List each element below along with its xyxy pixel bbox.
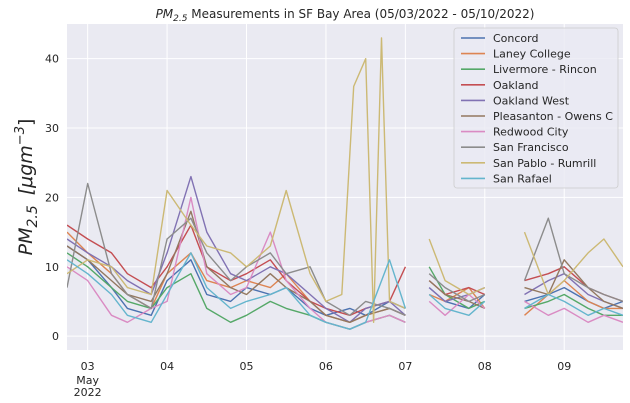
series-line	[67, 37, 623, 323]
x-tick-label: 04	[160, 360, 174, 373]
legend-label: San Pablo - Rumrill	[493, 157, 596, 170]
legend-label: Oakland West	[493, 94, 570, 107]
legend-label: Livermore - Rincon	[493, 63, 597, 76]
y-tick-label: 30	[45, 122, 59, 135]
series-line	[67, 252, 623, 330]
x-tick-label: 09	[557, 360, 571, 373]
x-tick-sublabel-year: 2022	[74, 386, 102, 399]
ylabel-sub: 2.5	[25, 205, 41, 227]
legend-label: Pleasanton - Owens C	[493, 110, 613, 123]
ylabel-main: PM	[15, 228, 37, 256]
legend: Concord Laney College Livermore - Rincon Oa…	[453, 27, 619, 189]
x-tick-label: 06	[319, 360, 333, 373]
legend-label: Redwood City	[493, 126, 569, 139]
y-axis-label: PM2.5 [μgm−3]	[13, 119, 41, 256]
chart-title: PM2.5 Measurements in SF Bay Area (05/03…	[156, 7, 535, 24]
y-tick-label: 20	[45, 191, 59, 204]
ylabel-units: [μgm	[15, 145, 37, 195]
y-tick-label: 40	[45, 53, 59, 66]
legend-box	[453, 27, 619, 189]
ylabel-exp: −3	[13, 126, 28, 145]
legend-label: Concord	[493, 32, 538, 45]
legend-label: Laney College	[493, 48, 571, 61]
y-axis-ticks: 0 10 20 30 40	[45, 53, 59, 343]
legend-label: San Francisco	[493, 141, 569, 154]
x-tick-sublabel-month: May	[76, 374, 99, 387]
x-tick-label: 08	[478, 360, 492, 373]
legend-label: San Rafael	[493, 172, 552, 185]
y-tick-label: 0	[52, 330, 59, 343]
series-lines	[67, 37, 623, 330]
ylabel-close: ]	[15, 119, 37, 126]
title-main: PM	[156, 7, 174, 21]
x-tick-label: 03	[81, 360, 95, 373]
y-tick-label: 10	[45, 261, 59, 274]
legend-label: Oakland	[493, 79, 539, 92]
title-sub: 2.5	[173, 14, 188, 24]
x-tick-label: 05	[240, 360, 254, 373]
series-line	[67, 182, 623, 316]
title-rest: Measurements in SF Bay Area (05/03/2022 …	[187, 7, 534, 21]
x-tick-label: 07	[398, 360, 412, 373]
